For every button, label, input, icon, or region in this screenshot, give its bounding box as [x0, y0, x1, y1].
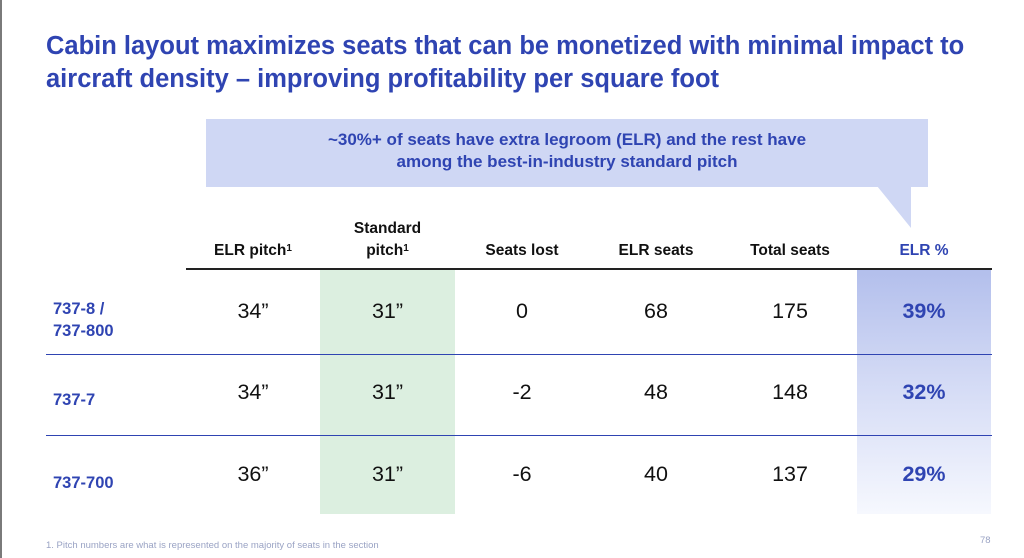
cell-elr-pitch: 36” [237, 462, 269, 486]
cell-seats-lost: 0 [516, 299, 528, 323]
cell-elr-pitch: 34” [237, 380, 269, 404]
header-elr-pitch: ELR pitch1 [214, 242, 292, 259]
header-seats-lost: Seats lost [485, 242, 559, 259]
header-elr-percent: ELR % [899, 242, 949, 259]
callout-pointer [877, 186, 911, 228]
row-separator [46, 354, 992, 355]
header-rule [186, 268, 992, 270]
page-number: 78 [980, 535, 991, 546]
cell-standard-pitch: 31” [371, 462, 404, 486]
cell-standard-pitch: 31” [371, 299, 404, 323]
callout-line-1: ~30%+ of seats have extra legroom (ELR) … [327, 130, 807, 149]
elr-percent-column-highlight [857, 270, 991, 514]
callout-line-2: among the best-in-industry standard pitc… [396, 152, 738, 171]
cell-total-seats: 137 [772, 462, 808, 486]
footnote-marker: 1 [403, 243, 409, 254]
callout-text: ~30%+ of seats have extra legroom (ELR) … [206, 129, 928, 173]
header-standard-pitch: Standard pitch1 [353, 220, 422, 259]
cell-total-seats: 148 [772, 380, 808, 404]
row-label-737-7: 737-7 [53, 391, 96, 409]
cell-elr-seats: 40 [644, 462, 668, 486]
cell-elr-seats: 48 [644, 380, 668, 404]
row-separator [46, 435, 992, 436]
callout-box [206, 119, 928, 187]
cell-elr-percent: 29% [902, 462, 946, 486]
cell-standard-pitch: 31” [371, 380, 404, 404]
row-label-737-700: 737-700 [53, 474, 114, 492]
cell-elr-pitch: 34” [237, 299, 269, 323]
page-title: Cabin layout maximizes seats that can be… [46, 32, 965, 93]
cell-elr-seats: 68 [644, 299, 668, 323]
row-label-737-8: 737-8 /737-800 [53, 300, 114, 340]
cell-seats-lost: -6 [512, 462, 532, 486]
header-total-seats: Total seats [750, 242, 830, 259]
cell-elr-percent: 39% [902, 299, 946, 323]
cell-seats-lost: -2 [512, 380, 532, 404]
cell-total-seats: 175 [772, 299, 808, 323]
footnote: 1. Pitch numbers are what is represented… [46, 540, 379, 551]
footnote-marker: 1 [286, 243, 292, 254]
header-elr-seats: ELR seats [618, 242, 694, 259]
standard-pitch-column-highlight [320, 270, 455, 514]
cell-elr-percent: 32% [902, 380, 946, 404]
left-edge-rule [0, 0, 2, 558]
